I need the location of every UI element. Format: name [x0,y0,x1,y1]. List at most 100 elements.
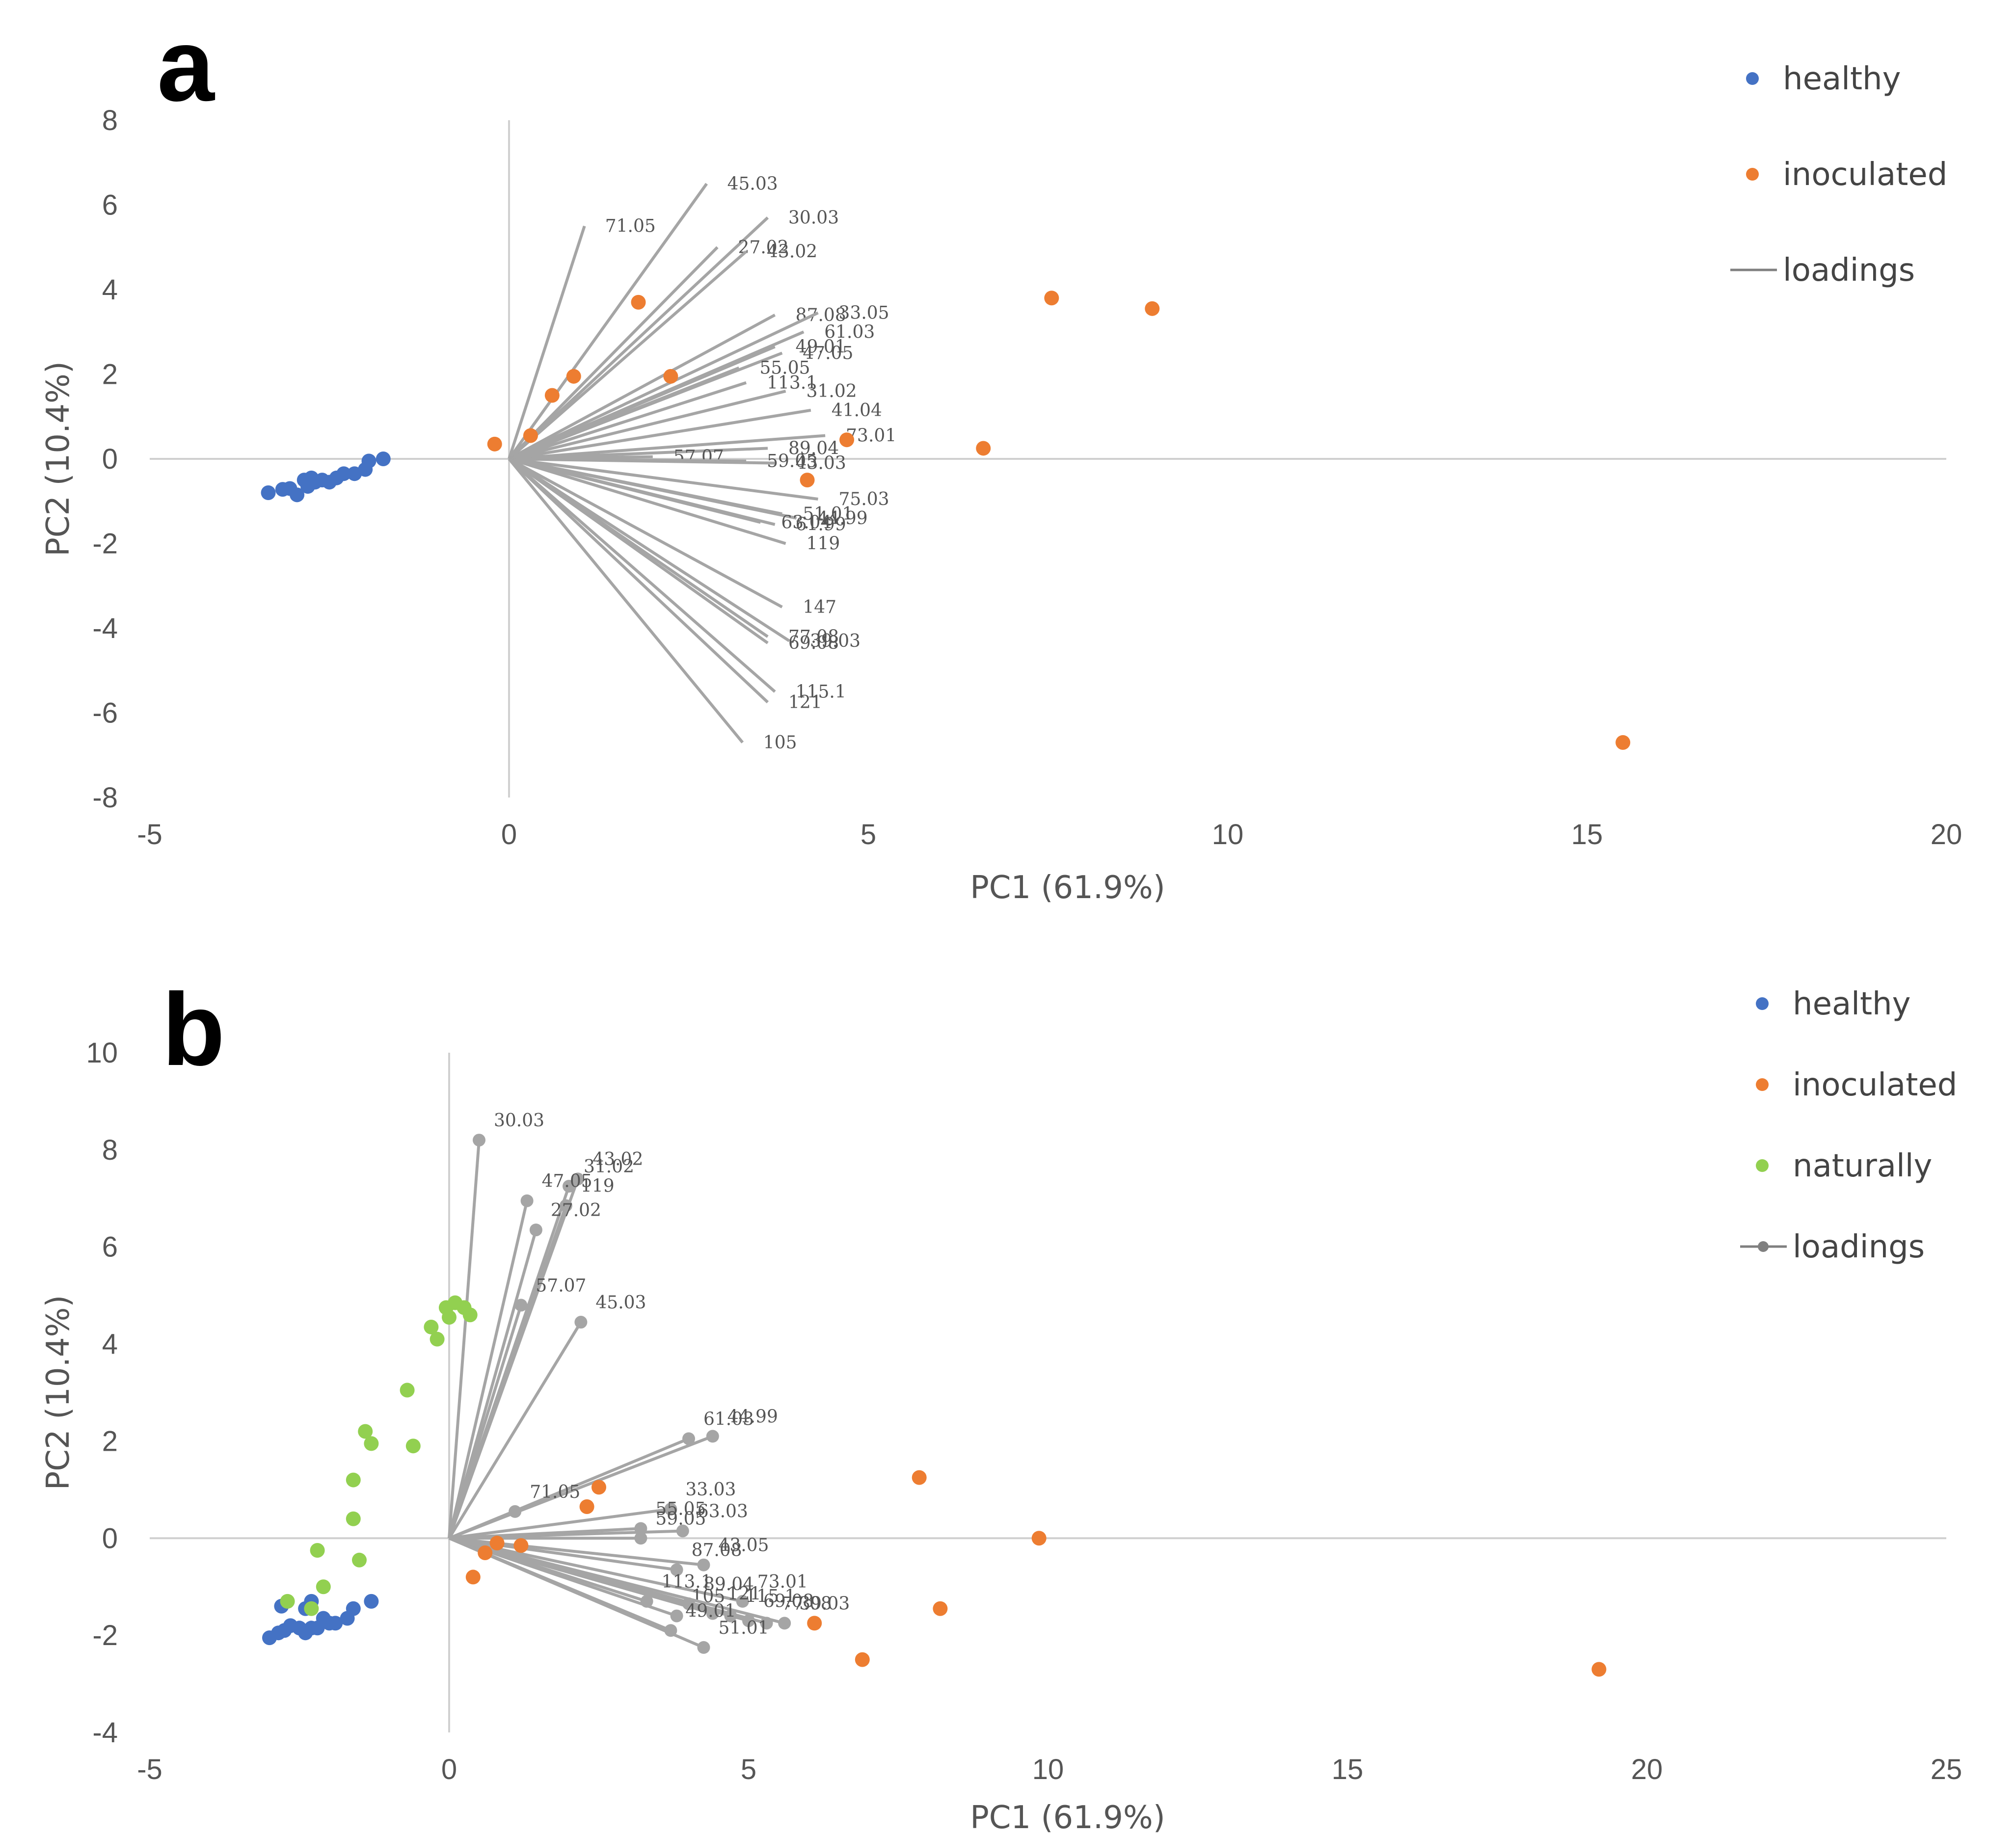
loading-label: 75.03 [839,489,889,509]
legend-label-loadings: loadings [1793,1229,1925,1265]
loading-label: 43.03 [796,453,846,474]
loading-label: 61.99 [796,515,846,535]
healthy-point [328,1616,343,1631]
loading-vector [508,216,769,460]
y-tick-label: -4 [92,1717,118,1749]
loading-label: 115.1 [745,1587,796,1607]
loading-label: 33.05 [839,303,889,323]
loading-vector [508,457,776,693]
loading-label: 71.05 [530,1482,580,1502]
y-tick-label: -2 [92,1620,118,1651]
loading-vector [509,408,811,460]
loading-label: 27.02 [551,1200,601,1221]
loading-label: 113.1 [662,1572,712,1592]
loading-label: 43.02 [767,241,817,262]
loading-vector [508,457,769,644]
loading-label: 44.99 [727,1407,778,1427]
loading-label: 45.03 [727,174,778,194]
y-tick-label: 10 [86,1037,118,1069]
loading-label: 63.03 [698,1501,748,1521]
loading-marker [571,1172,585,1186]
inoculated-point [566,369,581,384]
loading-vector [509,457,818,501]
inoculated-point [513,1538,529,1553]
loading-marker [520,1194,534,1207]
loading-marker [778,1617,791,1630]
loading-marker [563,1180,575,1193]
inoculated-point [579,1499,594,1514]
naturally-point [346,1511,361,1526]
x-tick-label: 15 [1571,819,1603,851]
inoculated-point [523,428,538,443]
healthy-point [346,1601,361,1616]
loading-vector [509,390,786,460]
loading-label: 113.1 [767,373,817,393]
x-tick-label: -5 [137,819,162,851]
inoculated-point [465,1569,481,1585]
loading-label: 73.01 [757,1572,808,1592]
loading-vector [448,1304,523,1539]
loading-vector [448,1200,529,1539]
healthy-series [262,1594,379,1646]
panel-a: -5 0 5 10 15 20 -8 -6 -4 -2 0 2 4 6 8 PC1 (61.9%) PC2 (1… [40,7,1962,906]
loading-label: 121 [727,1584,761,1604]
legend-swatch-healthy [1746,72,1759,85]
loading-marker [670,1563,683,1576]
inoculated-point [1044,291,1059,306]
loading-label: 39.03 [799,1594,850,1614]
y-tick-label: -2 [92,528,118,560]
loading-vector [448,1510,516,1540]
y-tick-label: 8 [102,1134,118,1166]
inoculated-point [1615,735,1631,750]
inoculated-point [478,1545,493,1560]
legend-label-inoculated: inoculated [1783,157,1947,193]
naturally-point [358,1424,373,1439]
x-tick-label: 0 [501,819,517,851]
loading-vector [509,457,776,526]
y-tick-label: -4 [92,612,118,644]
y-tick-label: 4 [102,274,118,306]
x-tick-label: 10 [1212,819,1244,851]
y-tick-label: 0 [102,443,118,475]
healthy-point [364,1594,379,1609]
loading-marker [697,1558,710,1571]
loading-vector [508,225,586,459]
loading-vector [509,457,775,465]
loading-label: 30.03 [494,1111,544,1131]
loading-label: 69.08 [763,1591,814,1611]
healthy-point [290,487,305,503]
x-axis-title: PC1 (61.9%) [970,870,1165,906]
inoculated-point [1145,301,1160,316]
legend-swatch-inoculated [1746,168,1759,181]
loading-vector [509,457,797,520]
loading-vector [509,434,826,460]
naturally-point [462,1307,478,1323]
loading-label: 89.04 [788,438,839,458]
inoculated-point [807,1616,822,1631]
y-tick-label: 2 [102,1425,118,1457]
panel-b: -5 0 5 10 15 20 25 -4 -2 0 2 4 6 8 10 PC1 (61.9%) PC2 (1… [40,972,1962,1835]
x-tick-label: 20 [1931,819,1962,851]
legend-label-naturally: naturally [1793,1148,1932,1184]
naturally-series [280,1295,478,1616]
healthy-point [336,466,351,481]
inoculated-series [465,1470,1607,1677]
y-tick-label: 8 [102,105,118,136]
inoculated-point [800,473,815,488]
loading-label: 77.08 [788,627,839,647]
loading-label: 41.04 [832,400,882,421]
y-tick-label: 0 [102,1522,118,1554]
naturally-point [304,1601,319,1616]
inoculated-point [487,436,502,452]
loading-marker [706,1430,719,1443]
loading-label: 115.1 [796,682,846,702]
inoculated-point [976,441,991,456]
loading-vector [448,1321,582,1539]
loading-label: 63.04 [781,512,832,532]
loading-label: 119 [806,534,840,554]
legend-label-loadings: loadings [1783,252,1915,289]
loading-vector [508,183,708,460]
loading-label: 87.08 [796,305,846,325]
